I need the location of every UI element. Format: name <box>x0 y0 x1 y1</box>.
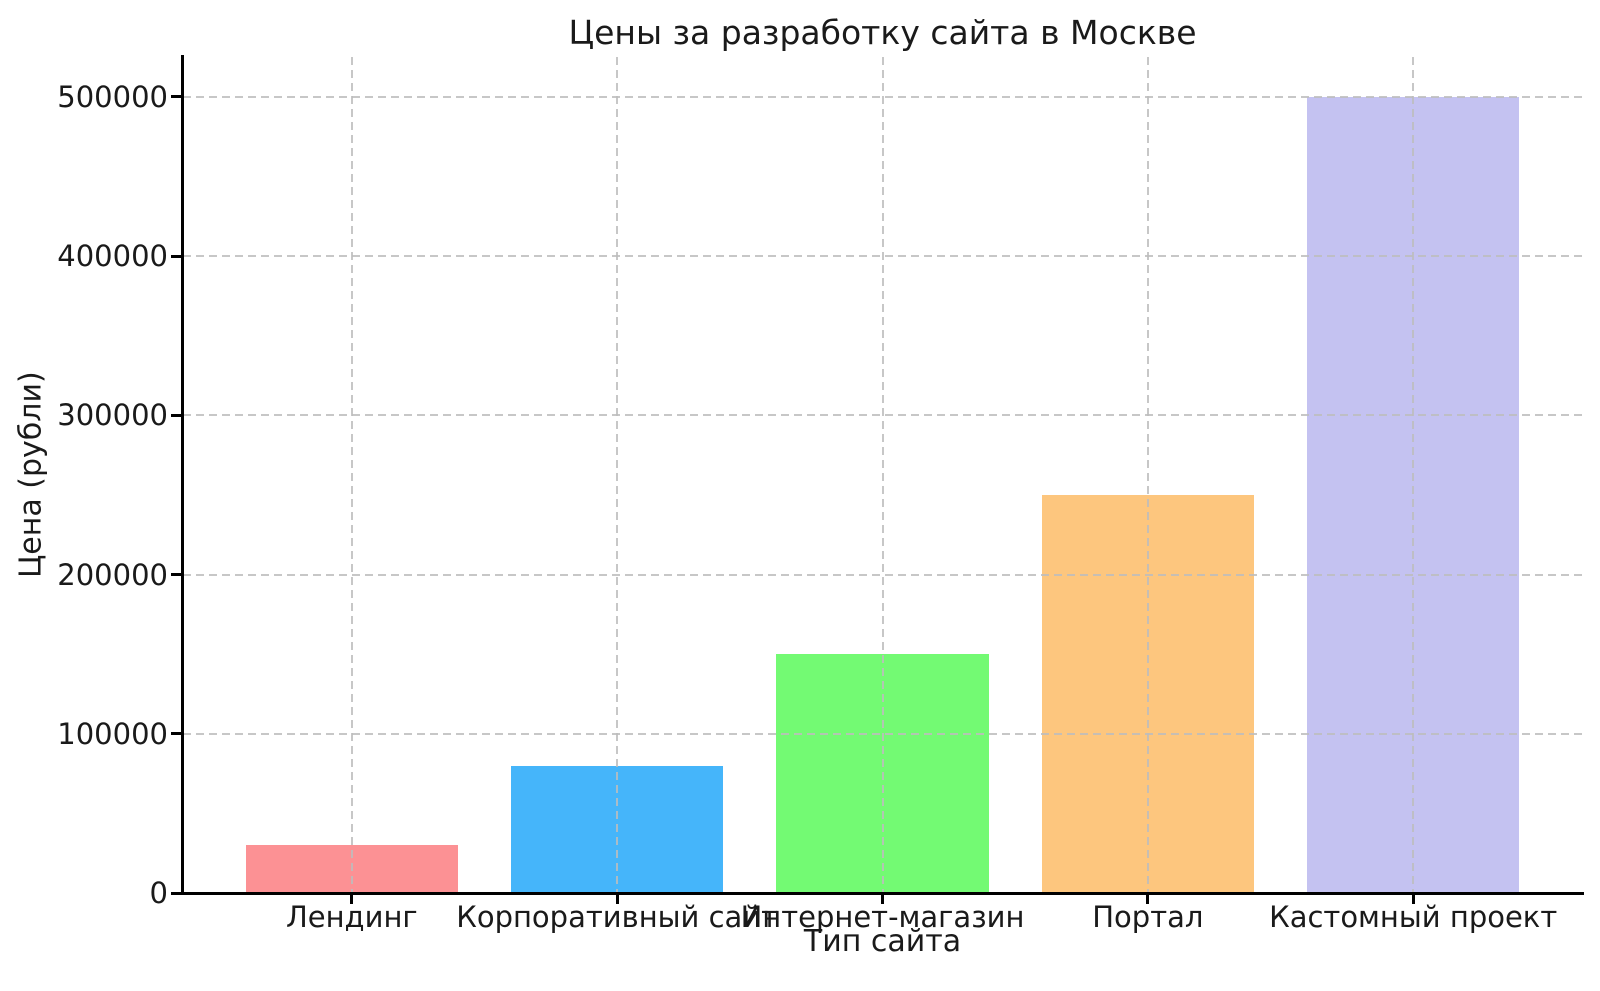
y-axis-tick <box>171 573 182 577</box>
x-tick-label: Портал <box>1092 900 1204 934</box>
y-tick-label: 300000 <box>57 398 168 433</box>
x-tick-label: Кастомный проект <box>1269 900 1558 934</box>
x-tick-label: Интернет-магазин <box>740 900 1025 934</box>
y-axis-tick <box>171 891 182 895</box>
vertical-gridline <box>1146 57 1149 892</box>
vertical-gridline <box>1412 57 1415 892</box>
y-tick-label: 0 <box>149 876 168 910</box>
y-axis-spine <box>181 55 184 895</box>
y-tick-label: 100000 <box>57 716 168 751</box>
y-axis-tick <box>171 254 182 258</box>
chart-title: Цены за разработку сайта в Москве <box>568 13 1197 52</box>
vertical-gridline <box>616 57 619 892</box>
y-tick-label: 500000 <box>57 79 168 114</box>
x-axis-tick <box>615 894 619 904</box>
x-axis-tick <box>350 894 354 904</box>
x-axis-tick <box>881 894 884 904</box>
y-axis-tick <box>171 413 182 417</box>
x-axis-tick <box>1146 894 1150 904</box>
x-axis-label: Тип сайта <box>803 924 962 959</box>
x-axis-spine <box>180 892 1584 895</box>
vertical-gridline <box>350 57 353 892</box>
y-tick-label: 200000 <box>57 557 168 592</box>
x-axis-tick <box>1411 894 1415 904</box>
y-tick-label: 400000 <box>57 239 168 274</box>
y-axis-tick <box>171 732 182 736</box>
vertical-gridline <box>881 57 884 892</box>
x-tick-label: Корпоративный сайт <box>456 900 779 934</box>
x-tick-label: Лендинг <box>285 900 418 934</box>
y-axis-tick <box>171 95 182 99</box>
y-axis-label: Цена (рубли) <box>13 371 49 579</box>
